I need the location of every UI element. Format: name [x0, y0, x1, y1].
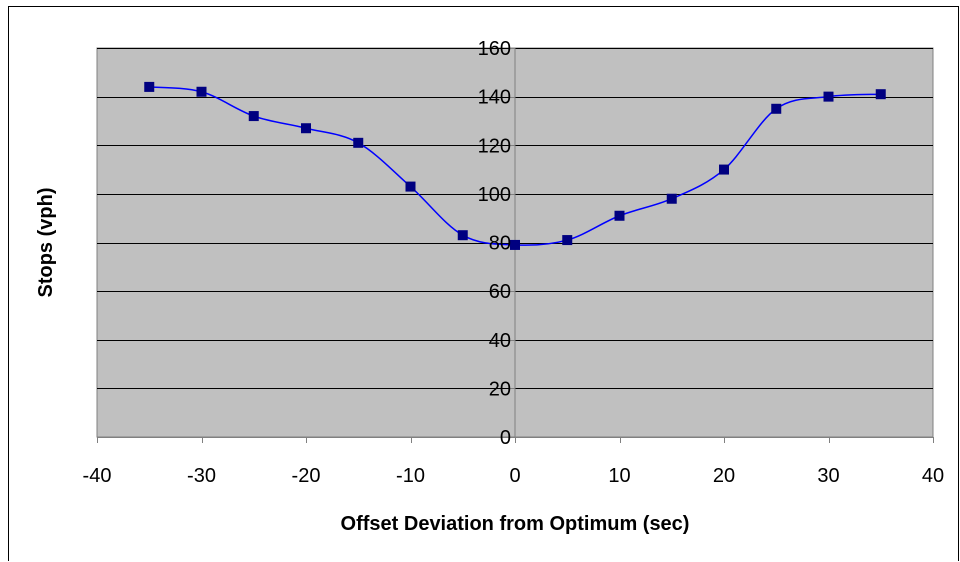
tick-labels: -40 -30 -20 -10 0 10 20 30 40 0 20 40 60 80 100 120 140 1…: [83, 38, 945, 487]
data-point--15: [353, 137, 364, 148]
x-tick-label-30: 30: [817, 465, 839, 487]
x-tick-label--30: -30: [187, 465, 216, 487]
data-point--20: [301, 123, 311, 134]
x-tick-label-40: 40: [922, 465, 944, 487]
data-point-25: [771, 103, 782, 114]
data-point-0: [510, 239, 520, 250]
y-tick-label-120: 120: [478, 135, 511, 157]
y-tick-label-160: 160: [478, 38, 511, 60]
data-point-15: [666, 193, 677, 204]
data-point--25: [248, 111, 259, 122]
y-tick-label-80: 80: [489, 233, 511, 255]
x-tick-label-10: 10: [608, 465, 630, 487]
y-tick-label-140: 140: [478, 87, 511, 109]
y-axis-title: Stops (vph): [35, 188, 57, 298]
x-tick-label--40: -40: [83, 465, 112, 487]
chart-frame: [8, 6, 959, 561]
x-tick-label--20: -20: [292, 465, 321, 487]
data-point--30: [196, 86, 207, 97]
data-point-5: [562, 235, 573, 246]
data-point--5: [457, 230, 468, 241]
x-tick-label-20: 20: [713, 465, 735, 487]
data-point-35: [875, 89, 886, 100]
x-tick-label--10: -10: [396, 465, 425, 487]
y-tick-label-100: 100: [478, 184, 511, 206]
data-point-10: [614, 210, 625, 221]
y-tick-label-0: 0: [500, 427, 511, 449]
series-layer: [144, 81, 886, 250]
y-tick-label-60: 60: [489, 281, 511, 303]
data-point-20: [719, 164, 729, 175]
y-tick-label-20: 20: [489, 378, 511, 400]
data-point--10: [405, 181, 416, 192]
data-point-30: [823, 91, 834, 102]
y-tick-label-40: 40: [489, 330, 511, 352]
x-axis-title: Offset Deviation from Optimum (sec): [341, 513, 690, 535]
data-point--35: [144, 81, 155, 92]
x-tick-label-0: 0: [509, 465, 520, 487]
